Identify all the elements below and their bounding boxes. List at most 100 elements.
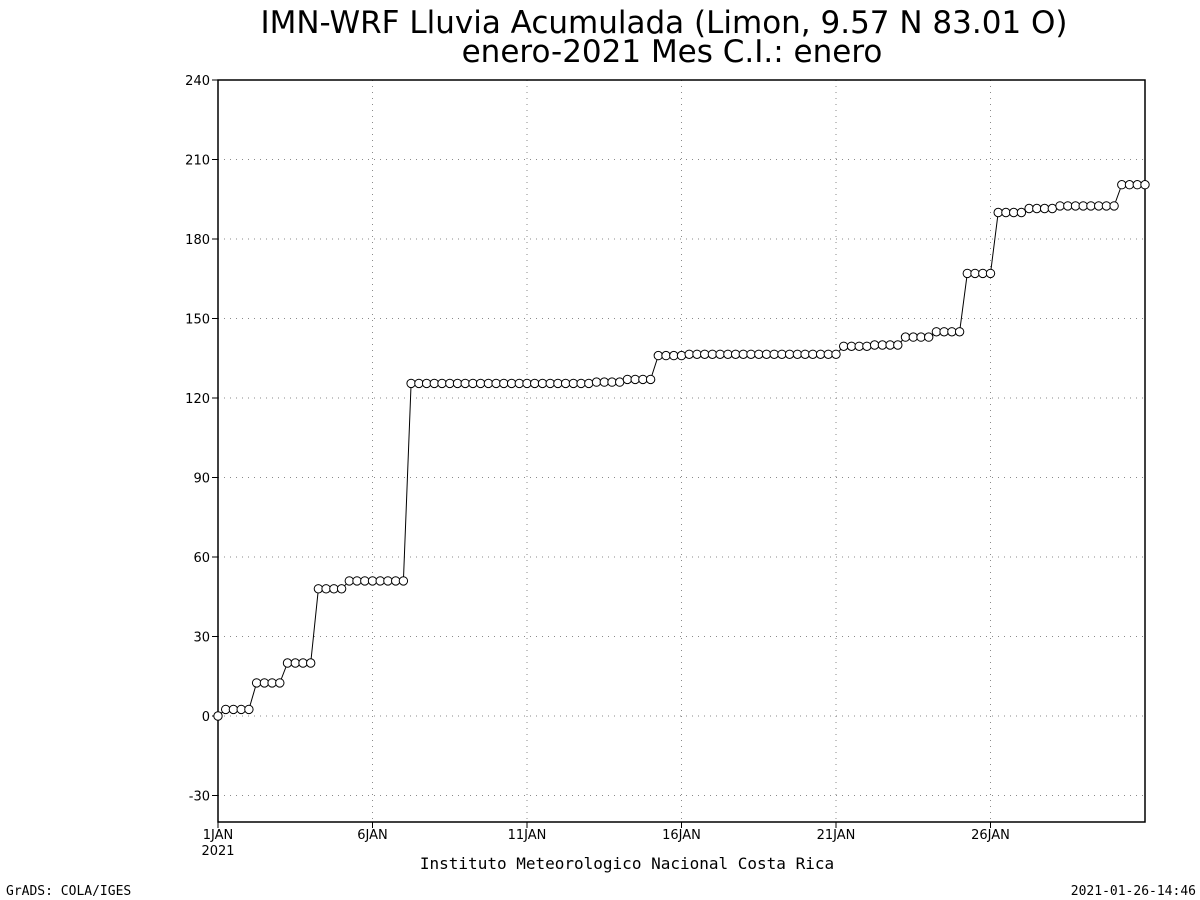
data-point — [599, 377, 609, 387]
series-points — [213, 180, 1150, 721]
data-point — [962, 268, 972, 279]
data-point — [846, 341, 857, 351]
y-tick-label: 60 — [193, 551, 210, 566]
data-point — [491, 378, 501, 389]
data-point — [947, 327, 957, 337]
data-point — [267, 678, 277, 688]
chart-title: IMN-WRF Lluvia Acumulada (Limon, 9.57 N … — [260, 5, 1067, 41]
data-point — [452, 378, 463, 389]
data-point — [383, 576, 393, 586]
y-tick-label: 240 — [185, 74, 210, 89]
data-point — [908, 332, 918, 342]
data-point — [321, 584, 331, 594]
data-point — [352, 576, 362, 586]
data-point — [792, 349, 803, 359]
y-axis: -30 0 30 60 90 120 150 180 210 240 — [185, 74, 218, 805]
data-point — [537, 378, 548, 389]
data-point — [615, 377, 625, 387]
data-point — [460, 378, 470, 389]
data-point — [1140, 180, 1150, 190]
data-point — [684, 349, 694, 359]
data-point — [259, 678, 270, 688]
data-point — [576, 378, 586, 389]
data-point — [344, 576, 354, 586]
data-point — [251, 678, 262, 688]
data-point — [1055, 201, 1065, 211]
data-point — [1001, 207, 1011, 218]
data-point — [653, 350, 663, 361]
data-point — [638, 374, 648, 385]
x-tick-year-label: 2021 — [201, 844, 234, 859]
data-point — [1009, 207, 1019, 218]
data-point — [1132, 180, 1143, 190]
data-point — [375, 576, 385, 586]
data-point — [391, 576, 401, 586]
data-point — [954, 327, 965, 337]
y-tick-label: 30 — [193, 631, 210, 646]
data-point — [290, 658, 300, 668]
data-point — [421, 378, 432, 389]
x-tick-label: 26JAN — [971, 828, 1010, 843]
data-point — [738, 349, 748, 359]
data-point — [746, 349, 756, 359]
data-point — [784, 349, 795, 359]
data-point — [985, 268, 996, 279]
data-point — [406, 378, 416, 389]
data-point — [808, 349, 818, 359]
data-point — [916, 332, 926, 342]
data-point — [862, 341, 872, 351]
data-point — [978, 268, 988, 279]
data-point — [1117, 180, 1127, 190]
data-point — [298, 658, 308, 668]
data-point — [924, 332, 934, 342]
data-point — [398, 576, 409, 586]
data-point — [761, 349, 772, 359]
data-point — [483, 378, 494, 389]
data-point — [723, 349, 733, 359]
data-point — [730, 349, 741, 359]
data-point — [228, 704, 239, 715]
data-point — [970, 268, 980, 279]
data-point — [800, 349, 810, 359]
x-tick-label: 6JAN — [357, 828, 388, 843]
data-point — [700, 349, 710, 359]
data-point — [445, 378, 455, 389]
y-tick-label: 90 — [193, 472, 210, 487]
data-point — [367, 576, 378, 586]
data-point — [645, 374, 656, 385]
data-point — [900, 332, 911, 342]
data-point — [1032, 203, 1042, 214]
data-point — [823, 349, 833, 359]
data-point — [1047, 203, 1058, 214]
x-tick-label: 1JAN — [203, 828, 234, 843]
data-point — [777, 349, 787, 359]
data-point — [1039, 203, 1050, 214]
data-point — [236, 704, 246, 715]
data-point — [213, 711, 223, 721]
data-point — [244, 704, 254, 715]
data-point — [584, 378, 594, 389]
data-point — [429, 378, 439, 389]
y-tick-label: 210 — [185, 154, 210, 169]
y-tick-label: 120 — [185, 392, 210, 407]
x-tick-label: 16JAN — [662, 828, 701, 843]
data-point — [506, 378, 517, 389]
data-point — [854, 341, 864, 351]
x-tick-label: 21JAN — [817, 828, 856, 843]
data-point — [221, 704, 231, 715]
data-point — [831, 349, 841, 359]
y-tick-label: 0 — [202, 710, 210, 725]
series-line — [217, 184, 1145, 717]
data-point — [707, 349, 718, 359]
data-point — [275, 678, 285, 688]
x-tick-label: 11JAN — [508, 828, 547, 843]
data-point — [993, 207, 1003, 218]
data-point — [1124, 180, 1135, 190]
data-point — [1086, 201, 1096, 211]
data-point — [553, 378, 563, 389]
data-point — [885, 340, 895, 350]
data-point — [669, 350, 679, 361]
data-point — [499, 378, 509, 389]
